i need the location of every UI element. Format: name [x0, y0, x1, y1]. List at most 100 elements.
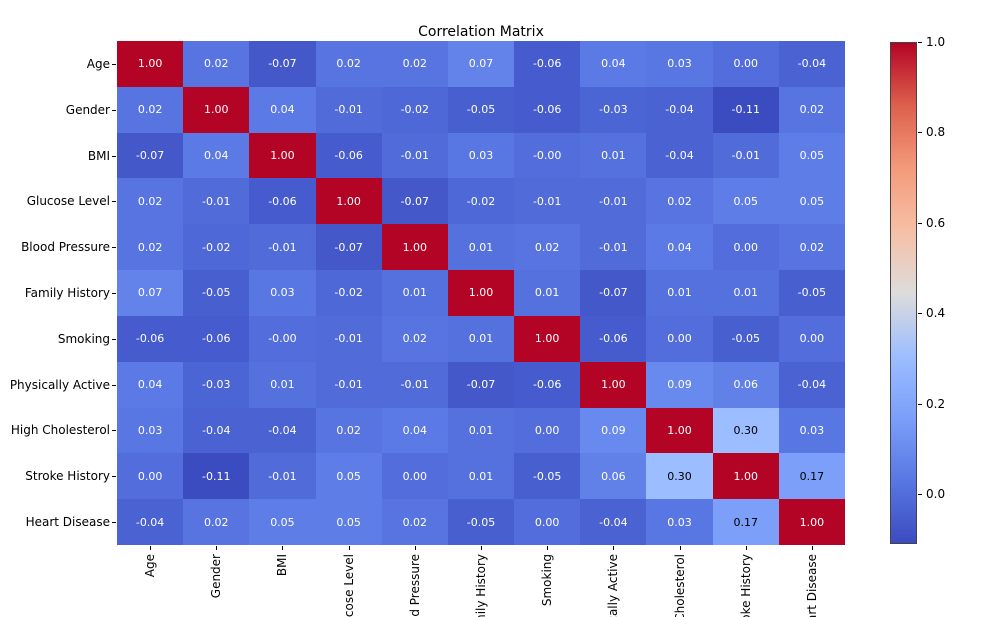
heatmap-cell: 0.00	[514, 499, 581, 545]
heatmap-cell: 0.05	[249, 499, 316, 545]
heatmap-cell: 0.05	[315, 453, 382, 500]
heatmap-cell: 0.01	[381, 270, 448, 316]
x-tick-label: Blood Pressure	[407, 554, 422, 617]
heatmap-cell: 0.02	[315, 41, 382, 87]
heatmap-cell: 0.17	[778, 453, 845, 500]
heatmap-cell: 0.05	[778, 178, 845, 225]
heatmap-cell: 0.30	[646, 453, 713, 500]
heatmap-cell: 0.07	[447, 41, 515, 87]
x-tick-mark	[746, 546, 747, 550]
heatmap-cell: -0.06	[514, 86, 581, 133]
colorbar-tick-label: 0.2	[926, 396, 946, 411]
heatmap-cell: -0.01	[381, 361, 448, 408]
heatmap-cell: -0.02	[183, 224, 250, 271]
heatmap-cell: 1.00	[447, 270, 515, 316]
heatmap-cell: 0.09	[580, 407, 647, 454]
heatmap-cell: 0.01	[447, 224, 515, 271]
y-tick-mark	[112, 385, 116, 386]
heatmap-cell: 1.00	[249, 132, 316, 179]
heatmap-cell: -0.04	[117, 499, 184, 545]
colorbar-tick-label: 0.6	[926, 215, 946, 230]
heatmap-cell: 0.03	[778, 407, 845, 454]
heatmap-cell: -0.04	[183, 407, 250, 454]
x-tick-mark	[415, 546, 416, 550]
heatmap-cell: 0.00	[778, 315, 845, 362]
heatmap-cell: -0.01	[249, 224, 316, 271]
heatmap-cell: 0.04	[117, 361, 184, 408]
heatmap-cell: -0.02	[447, 178, 515, 225]
heatmap-cell: 0.00	[646, 315, 713, 362]
x-tick-mark	[349, 546, 350, 550]
heatmap-cell: -0.04	[249, 407, 316, 454]
y-tick-label: Age	[86, 56, 110, 71]
heatmap-cell: -0.06	[315, 132, 382, 179]
y-tick-mark	[112, 476, 116, 477]
heatmap-cell: -0.07	[249, 41, 316, 87]
y-tick-mark	[112, 522, 116, 523]
heatmap-cell: -0.02	[381, 86, 448, 133]
heatmap-cell: -0.07	[447, 361, 515, 408]
heatmap-cell: -0.04	[778, 361, 845, 408]
y-tick-mark	[112, 110, 116, 111]
x-tick-label: BMI	[275, 554, 290, 577]
heatmap-cell: 0.01	[249, 361, 316, 408]
heatmap-cell: 0.06	[580, 453, 647, 500]
colorbar-tick-label: 1.0	[926, 35, 946, 49]
heatmap-cell: 0.00	[514, 407, 581, 454]
heatmap-cell: 0.01	[447, 453, 515, 500]
colorbar-tick-mark	[918, 132, 922, 133]
y-tick-mark	[112, 247, 116, 248]
y-tick-mark	[112, 430, 116, 431]
heatmap-cell: 1.00	[117, 41, 184, 87]
x-tick-label: Age	[143, 554, 158, 578]
heatmap-cell: 1.00	[646, 407, 713, 454]
heatmap-cell: 0.00	[712, 41, 779, 87]
heatmap-cell: 0.03	[646, 41, 713, 87]
x-tick-label: Family History	[474, 554, 488, 617]
y-tick-label: Physically Active	[9, 377, 110, 392]
x-tick-mark	[613, 546, 614, 550]
heatmap-cell: -0.05	[183, 270, 250, 316]
heatmap-cell: -0.00	[249, 315, 316, 362]
heatmap-cell: -0.05	[447, 499, 515, 545]
heatmap-cell: -0.04	[646, 132, 713, 179]
colorbar-tick-mark	[918, 494, 922, 495]
heatmap-cell: -0.07	[381, 178, 448, 225]
heatmap-cell: -0.04	[646, 86, 713, 133]
heatmap-cell: -0.01	[514, 178, 581, 225]
x-tick-mark	[150, 546, 151, 550]
heatmap-cell: 1.00	[778, 499, 845, 545]
heatmap-grid: 1.00 0.02 -0.07 0.02 0.02 0.07 -0.06 0.04 0.03 0.…	[117, 41, 845, 545]
heatmap-cell: 0.02	[117, 178, 184, 225]
heatmap-cell: 0.02	[646, 178, 713, 225]
heatmap-cell: 0.04	[580, 41, 647, 87]
x-tick-mark	[481, 546, 482, 550]
heatmap-cell: 0.00	[117, 453, 184, 500]
chart-title: Correlation Matrix	[418, 24, 544, 40]
heatmap-cell: -0.05	[447, 86, 515, 133]
heatmap-cell: -0.06	[249, 178, 316, 225]
heatmap-cell: 0.02	[381, 41, 448, 87]
heatmap-cell: -0.11	[183, 453, 250, 500]
heatmap-cell: 0.02	[183, 499, 250, 545]
heatmap-cell: -0.02	[315, 270, 382, 316]
heatmap-cell: -0.03	[580, 86, 647, 133]
x-tick-label: Smoking	[540, 554, 555, 607]
heatmap-cell: 0.00	[381, 453, 448, 500]
heatmap-cell: 0.02	[778, 224, 845, 271]
heatmap-cell: 1.00	[381, 224, 448, 271]
heatmap-cell: -0.07	[315, 224, 382, 271]
y-tick-mark	[112, 64, 116, 65]
x-tick-label: High Cholesterol	[672, 554, 687, 617]
heatmap-cell: 0.01	[646, 270, 713, 316]
heatmap-cell: 0.04	[646, 224, 713, 271]
heatmap-cell: -0.06	[117, 315, 184, 362]
heatmap-cell: -0.05	[778, 270, 845, 316]
heatmap-cell: 0.03	[447, 132, 515, 179]
heatmap-cell: -0.01	[183, 178, 250, 225]
x-tick-label: Gender	[209, 554, 224, 599]
y-tick-label: Glucose Level	[26, 194, 110, 209]
heatmap-cell: -0.00	[514, 132, 581, 179]
heatmap-cell: 0.03	[249, 270, 316, 316]
x-tick-label: Stroke History	[738, 554, 753, 617]
